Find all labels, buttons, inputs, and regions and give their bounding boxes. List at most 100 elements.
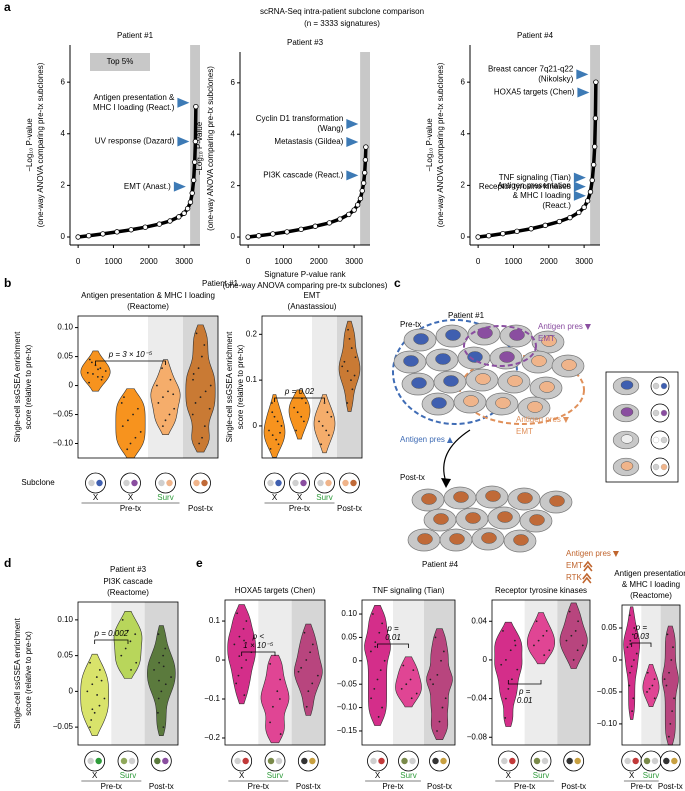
- diagram-label: Patient #1: [448, 311, 485, 320]
- x-tick-label: 1000: [275, 257, 293, 266]
- cell-point: [668, 735, 670, 738]
- cell-point: [500, 663, 503, 666]
- panel-letter: c: [394, 276, 401, 290]
- subclone-dot: [128, 757, 136, 765]
- subclone-dot: [158, 479, 165, 487]
- period-label: Post-tx: [296, 782, 321, 791]
- cell-point: [236, 612, 239, 615]
- cell-point: [135, 661, 138, 664]
- annotation: Breast cancer 7q21-q22: [488, 65, 574, 74]
- cell-point: [663, 678, 666, 681]
- subclone-dot: [342, 479, 349, 487]
- annotation-arrow: [173, 181, 186, 192]
- annotation-arrow: [346, 118, 359, 129]
- subclone-icon: [650, 376, 670, 396]
- diagram-note: EMT: [516, 427, 533, 436]
- cell-point: [238, 655, 241, 658]
- category-label: X: [272, 493, 278, 502]
- x-tick-label: 0: [76, 257, 81, 266]
- significance-bracket: [631, 642, 652, 647]
- signature-point: [128, 227, 134, 233]
- subclone-dot: [509, 757, 516, 765]
- signature-point: [486, 233, 492, 239]
- cell-point: [542, 634, 545, 637]
- subclone-dot: [292, 479, 299, 487]
- y-tick-label: 2: [61, 180, 66, 189]
- category-label: Surv: [533, 771, 549, 780]
- cell-point: [279, 733, 282, 735]
- violin: [526, 612, 556, 665]
- plot-frame: [491, 599, 591, 746]
- y-tick-label: 0: [461, 232, 466, 241]
- plot-title: (Anastassiou): [288, 302, 337, 311]
- subclone-dot: [275, 757, 283, 765]
- signature-point: [192, 138, 199, 145]
- diagram-note: Antigen pres: [566, 549, 611, 558]
- cell-point: [200, 355, 203, 358]
- cell-point: [543, 654, 546, 656]
- x-tick-label: 0: [476, 257, 481, 266]
- subclone-icon: [297, 750, 319, 772]
- signature-point: [270, 231, 276, 237]
- cell-point: [208, 407, 211, 410]
- annotation: (React.): [542, 201, 571, 210]
- nucleus: [513, 534, 529, 546]
- subclone-icon: [563, 750, 585, 772]
- cell-point: [199, 396, 202, 399]
- signature-point: [592, 115, 599, 121]
- signature-point: [86, 233, 92, 239]
- significance-bracket: [274, 397, 325, 402]
- category-label: Surv: [267, 771, 283, 780]
- down-arrow: [612, 551, 619, 557]
- cell-point: [130, 669, 132, 671]
- nucleus: [449, 533, 465, 545]
- violin: [150, 359, 181, 435]
- cell-point: [103, 697, 106, 700]
- subclone-icon: [398, 750, 419, 772]
- cell-point: [243, 694, 246, 697]
- cell-point: [635, 652, 638, 655]
- cell-point: [238, 635, 241, 638]
- cell-point: [88, 381, 90, 384]
- cell-point: [581, 644, 584, 647]
- period-label: Post-tx: [427, 782, 452, 791]
- cell-point: [383, 659, 386, 662]
- legend-box: [90, 53, 150, 71]
- cell-point: [633, 659, 635, 661]
- cell-point: [158, 661, 161, 664]
- subclone-dot: [317, 479, 324, 487]
- cell-point: [665, 684, 668, 687]
- subclone-dot: [409, 757, 416, 765]
- cell-point: [120, 654, 123, 657]
- category-label: Surv: [316, 493, 332, 502]
- nucleus: [433, 513, 449, 525]
- signature-point: [346, 211, 352, 218]
- annotation: (Wang): [317, 124, 343, 133]
- plot-frame: [224, 599, 326, 746]
- diagram-label: Post-tx: [400, 473, 425, 482]
- cell-point: [323, 402, 326, 404]
- annotation: & MHC I loading: [513, 191, 571, 200]
- subclone-dot: [96, 479, 103, 487]
- cell-point: [279, 678, 281, 681]
- down-arrow: [562, 417, 569, 423]
- cell-point: [243, 639, 245, 642]
- cell-point: [325, 429, 328, 432]
- cell-point: [293, 406, 296, 409]
- cell-point: [273, 415, 276, 418]
- cell-point: [89, 726, 91, 729]
- cell-point: [268, 429, 270, 432]
- cell-point: [309, 651, 312, 654]
- cell-point: [92, 373, 94, 375]
- cell-point: [161, 367, 163, 370]
- diagram-note: Antigen pres: [400, 435, 445, 444]
- plot-frame: [621, 604, 681, 746]
- cell-point: [630, 665, 633, 668]
- cell-point: [628, 614, 631, 617]
- period-label: Pre-tx: [631, 782, 652, 791]
- subclone-dot: [370, 757, 377, 765]
- cell-point: [91, 683, 94, 686]
- x-tick-label: 3000: [345, 257, 363, 266]
- cell-point: [129, 640, 132, 643]
- signature-point: [298, 226, 304, 233]
